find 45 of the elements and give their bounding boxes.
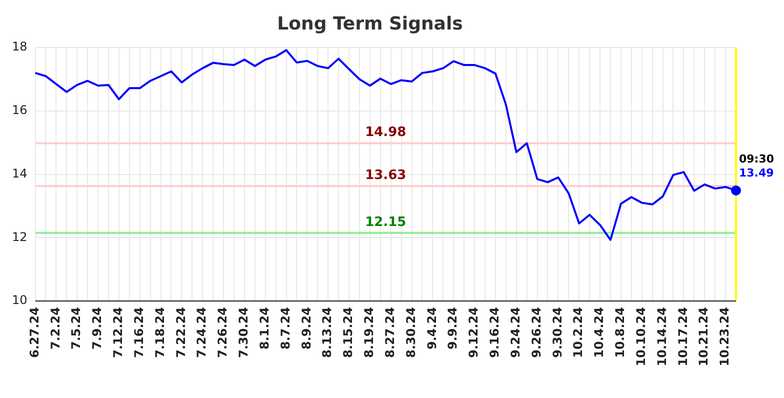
x-tick-label: 9.9.24 — [446, 307, 460, 350]
y-tick-label: 14 — [12, 166, 28, 180]
x-tick-label: 7.18.24 — [152, 307, 167, 358]
x-tick-label: 10.10.24 — [634, 307, 648, 366]
x-tick-label: 7.26.24 — [216, 307, 230, 358]
x-tick-label: 10.4.24 — [592, 307, 606, 358]
ref-line-label: 14.98 — [365, 125, 406, 140]
y-tick-label: 16 — [12, 103, 28, 118]
x-tick-label: 9.24.24 — [508, 307, 522, 358]
x-tick-label: 8.9.24 — [299, 307, 314, 350]
x-tick-label: 10.2.24 — [571, 307, 586, 358]
x-tick-label: 7.24.24 — [194, 307, 209, 358]
y-tick-label: 12 — [12, 230, 28, 244]
x-tick-label: 8.7.24 — [278, 307, 292, 350]
x-tick-label: 8.27.24 — [382, 307, 397, 358]
x-tick-label: 10.14.24 — [654, 307, 669, 366]
y-tick-label: 18 — [12, 40, 28, 54]
x-tick-label: 8.13.24 — [320, 307, 334, 358]
x-tick-label: 7.16.24 — [132, 307, 146, 358]
x-tick-label: 9.30.24 — [550, 307, 564, 358]
x-tick-label: 9.16.24 — [488, 307, 502, 358]
x-tick-label: 8.15.24 — [341, 307, 356, 358]
x-tick-label: 10.17.24 — [676, 307, 690, 366]
x-tick-label: 7.9.24 — [90, 307, 104, 350]
x-tick-label: 8.1.24 — [257, 307, 272, 350]
x-tick-label: 9.4.24 — [424, 307, 439, 350]
x-tick-label: 10.8.24 — [613, 307, 628, 358]
x-tick-label: 6.27.24 — [27, 307, 42, 358]
x-tick-label: 7.5.24 — [69, 307, 84, 350]
x-tick-label: 7.30.24 — [236, 307, 251, 358]
ref-line-label: 12.15 — [365, 214, 406, 230]
data-label: 13.49 — [739, 166, 774, 180]
x-tick-label: 7.22.24 — [174, 307, 188, 358]
x-tick-label: 8.30.24 — [404, 307, 418, 358]
chart-title: Long Term Signals — [277, 13, 463, 34]
x-tick-label: 9.12.24 — [466, 307, 481, 358]
x-tick-label: 7.12.24 — [111, 307, 126, 358]
x-tick-label: 7.2.24 — [48, 307, 62, 350]
y-tick-label: 10 — [12, 293, 28, 308]
x-tick-label: 10.23.24 — [718, 307, 732, 366]
x-tick-label: 10.21.24 — [696, 307, 711, 366]
text: 09:30 — [739, 152, 774, 166]
x-tick-label: 8.19.24 — [362, 307, 376, 358]
ref-line-label: 13.63 — [365, 168, 406, 183]
x-tick-label: 9.26.24 — [529, 307, 544, 358]
